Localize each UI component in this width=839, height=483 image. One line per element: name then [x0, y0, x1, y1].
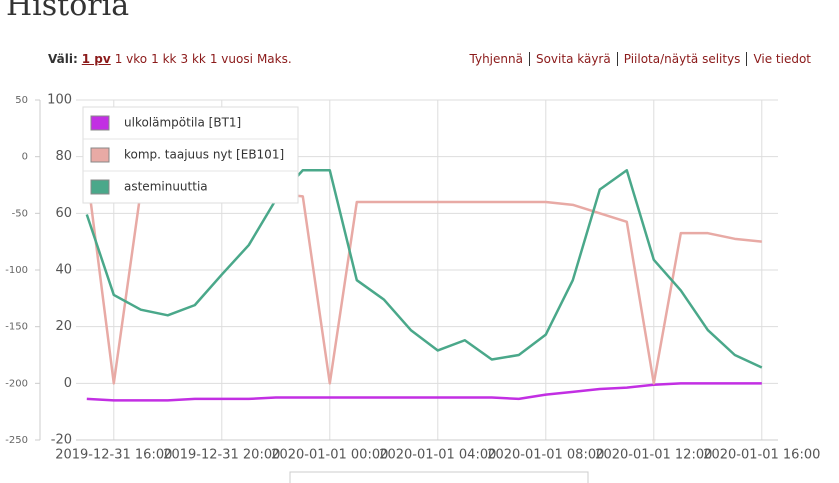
x-tick-label: 2020-01-01 16:00 [703, 448, 820, 463]
range-link[interactable]: 1 vko [114, 52, 148, 66]
legend-label[interactable]: ulkolämpötila [BT1] [124, 116, 241, 130]
y-tick-label: 40 [55, 263, 72, 278]
y2-tick-label: -50 [12, 208, 28, 219]
y2-tick-label: -250 [5, 435, 28, 446]
action-link[interactable]: Piilota/näytä selitys [616, 52, 747, 66]
action-link[interactable]: Sovita käyrä [528, 52, 617, 66]
x-tick-label: 2019-12-31 16:00 [55, 448, 172, 463]
y-tick-label: 100 [47, 93, 72, 108]
series-line [85, 169, 763, 369]
action-link[interactable]: Vie tiedot [746, 52, 817, 66]
y-tick-label: 80 [55, 149, 72, 164]
x-tick-label: 2020-01-01 00:00 [271, 448, 388, 463]
legend-swatch[interactable] [90, 179, 110, 195]
action-link[interactable]: Tyhjennä [469, 52, 523, 66]
x-tick-label: 2020-01-01 04:00 [379, 448, 496, 463]
range-link[interactable]: 1 vuosi [209, 52, 253, 66]
y2-tick-label: -150 [5, 322, 28, 333]
y2-tick-label: 50 [15, 95, 28, 106]
y-tick-label: -20 [51, 433, 72, 448]
x-tick-label: 2020-01-01 08:00 [487, 448, 604, 463]
y2-tick-label: -200 [5, 378, 28, 389]
range-link[interactable]: 1 pv [81, 52, 111, 66]
y-tick-label: 0 [64, 376, 72, 391]
legend-label[interactable]: komp. taajuus nyt [EB101] [124, 148, 284, 162]
legend-label[interactable]: asteminuuttia [124, 180, 208, 194]
legend-box [82, 106, 299, 204]
y-tick-label: 20 [55, 319, 72, 334]
x-tick-label: 2019-12-31 20:00 [163, 448, 280, 463]
x-tick-label: 2020-01-01 12:00 [595, 448, 712, 463]
range-label: Väli: [48, 52, 78, 66]
y2-tick-label: -100 [5, 265, 28, 276]
range-link[interactable]: 3 kk [180, 52, 206, 66]
legend-swatch[interactable] [90, 147, 110, 163]
legend-swatch[interactable] [90, 115, 110, 131]
navigator [289, 471, 589, 483]
action-bar: Tyhjennä Sovita käyrä Piilota/näytä selity… [464, 52, 817, 66]
y-tick-label: 60 [55, 206, 72, 221]
y2-tick-label: 0 [22, 152, 28, 163]
range-link[interactable]: Maks. [256, 52, 292, 66]
range-link[interactable]: 1 kk [151, 52, 177, 66]
page-title: Historia [6, 0, 130, 23]
range-bar: Väli: 1 pv 1 vko 1 kk 3 kk 1 vuosi Maks. [48, 52, 296, 66]
series-line [86, 382, 762, 402]
legend: ulkolämpötila [BT1] komp. taajuus nyt [EB… [82, 106, 299, 204]
